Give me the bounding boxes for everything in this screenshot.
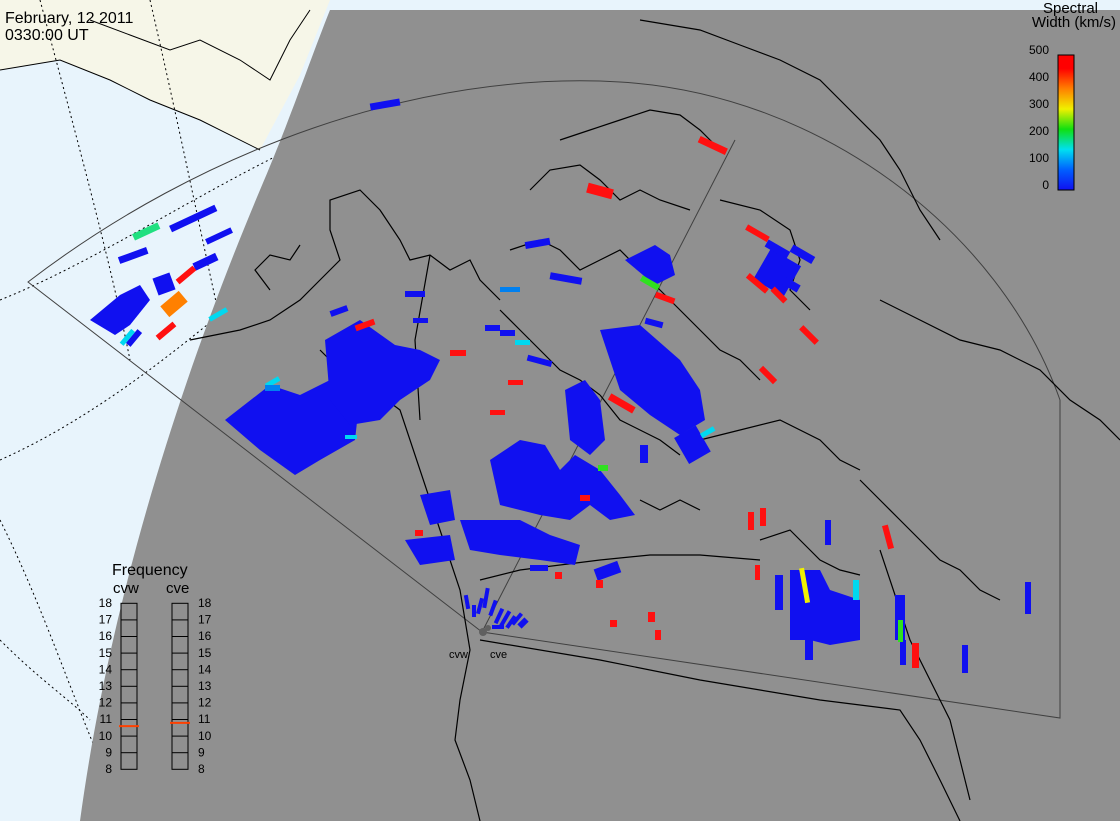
cell-red: [155, 135, 919, 668]
cell-orange: [160, 290, 188, 318]
day-land-coast-2: [89, 9, 311, 81]
frequency-tick-cve: 18: [198, 596, 212, 610]
cell-cluster-central: [405, 237, 711, 581]
station-marker-2: [485, 625, 491, 631]
fov-outline: [27, 80, 1061, 719]
frequency-tick-cvw: 15: [99, 646, 113, 660]
frequency-tick-cve: 15: [198, 646, 212, 660]
frequency-tick-cvw: 11: [100, 712, 113, 726]
cell-yellow: [799, 567, 811, 604]
cell-cluster-west: [90, 98, 440, 475]
frequency-tick-cvw: 13: [99, 679, 113, 693]
colorbar-gradient: [1057, 54, 1075, 191]
colorbar-tick: 100: [1029, 151, 1049, 165]
frequency-label-cvw: cvw: [113, 580, 139, 597]
frequency-tick-cve: 11: [198, 712, 211, 726]
station-label-cve: cve: [490, 649, 507, 661]
title-date: February, 12 2011: [5, 10, 133, 27]
frequency-tick-cvw: 12: [99, 696, 113, 710]
frequency-tick-cvw: 10: [99, 729, 113, 743]
cell-sky: [265, 287, 520, 391]
colorbar-title-2: Width (km/s): [1032, 14, 1116, 31]
cell-cluster-site: [463, 587, 529, 629]
colorbar-tick: 0: [1042, 178, 1049, 192]
frequency-tick-cvw: 8: [105, 762, 112, 776]
day-land: [0, 0, 330, 150]
station-marker: [479, 628, 487, 636]
frequency-label-cve: cve: [166, 580, 189, 597]
day-land-coast: [0, 59, 261, 151]
frequency-tick-cve: 16: [198, 629, 212, 643]
colorbar-tick: 300: [1029, 97, 1049, 111]
radar-cells: [90, 98, 1031, 673]
frequency-tick-cve: 13: [198, 679, 212, 693]
frequency-ladder-cvw: 18 17 16 15 14 13 12 11 10 9 8: [99, 596, 139, 776]
colorbar-tick: 500: [1029, 43, 1049, 57]
frequency-tick-cvw: 17: [99, 613, 113, 627]
frequency-tick-cvw: 9: [105, 745, 112, 759]
frequency-title: Frequency: [112, 562, 188, 579]
title-time: 0330:00 UT: [5, 27, 89, 44]
frequency-tick-cve: 10: [198, 729, 212, 743]
frequency-tick-cve: 17: [198, 613, 212, 627]
frequency-tick-cve: 14: [198, 662, 212, 676]
colorbar-tick: 400: [1029, 70, 1049, 84]
frequency-tick-cvw: 18: [99, 596, 113, 610]
station-label-cvw: cvw: [449, 649, 468, 661]
frequency-tick-cve: 8: [198, 762, 205, 776]
frequency-tick-cve: 9: [198, 745, 205, 759]
frequency-tick-cve: 12: [198, 696, 212, 710]
colorbar: Spectral Width (km/s) 500 400 300 200 10…: [1029, 0, 1116, 192]
cell-green: [132, 222, 161, 241]
frequency-panel: Frequency cvw cve 18 17 16 15 14 13 12 11 10 9 8 1…: [99, 562, 212, 776]
cell-lime: [598, 275, 903, 642]
frequency-ladder-cve: 18 17 16 15 14 13 12 11 10 9 8: [170, 596, 212, 776]
frequency-tick-cvw: 16: [99, 629, 113, 643]
colorbar-tick: 200: [1029, 124, 1049, 138]
frequency-tick-cvw: 14: [99, 662, 113, 676]
colorbar-title-1: Spectral: [1043, 0, 1098, 17]
